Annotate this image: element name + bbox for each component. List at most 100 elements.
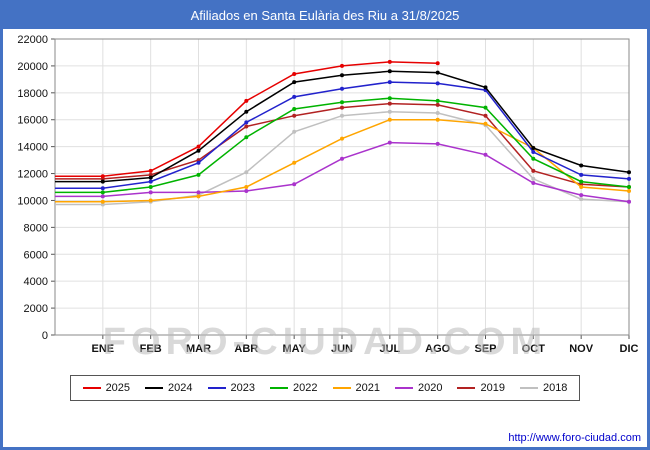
legend-swatch-2025 — [82, 387, 101, 389]
svg-text:14000: 14000 — [17, 142, 48, 154]
legend-label-2023: 2023 — [230, 382, 256, 394]
series-2025-point — [387, 59, 392, 64]
series-2024-point — [292, 80, 297, 85]
series-2025-point — [435, 61, 440, 66]
svg-text:JUL: JUL — [379, 343, 400, 355]
series-2022-point — [244, 135, 249, 140]
svg-text:2000: 2000 — [24, 303, 48, 315]
series-2020-point — [531, 181, 536, 185]
series-2024-point — [531, 146, 536, 150]
series-2023-point — [627, 176, 631, 181]
svg-text:JUN: JUN — [331, 343, 353, 355]
series-2021-point — [196, 194, 201, 199]
svg-text:AGO: AGO — [425, 343, 451, 355]
legend-item-2020: 2020 — [394, 382, 443, 394]
legend-label-2021: 2021 — [355, 382, 380, 394]
series-2022-point — [196, 172, 201, 177]
legend: 2025 2024 2023 2022 2021 2020 2019 2018 — [69, 375, 581, 401]
svg-text:6000: 6000 — [24, 249, 48, 261]
series-2025-point — [148, 168, 153, 173]
svg-text:8000: 8000 — [24, 222, 48, 234]
series-2019-point — [244, 124, 249, 129]
svg-text:12000: 12000 — [17, 169, 48, 181]
series-2022-point — [531, 156, 536, 161]
svg-text:NOV: NOV — [569, 343, 594, 355]
series-2021-point — [435, 117, 440, 122]
series-2020-point — [100, 194, 105, 199]
svg-text:16000: 16000 — [17, 115, 48, 127]
series-2018-point — [531, 176, 536, 181]
series-2020-point — [387, 140, 392, 145]
series-2021-point — [387, 117, 392, 122]
series-2021-point — [244, 185, 249, 189]
series-2022-point — [292, 107, 297, 111]
svg-text:MAR: MAR — [186, 343, 211, 355]
series-2019-point — [435, 102, 440, 107]
series-2025-point — [100, 174, 105, 179]
series-2020-point — [435, 141, 440, 146]
series-2019-point — [483, 113, 488, 118]
svg-text:SEP: SEP — [474, 343, 496, 355]
series-2024-point — [627, 170, 631, 175]
legend-item-2023: 2023 — [207, 382, 256, 394]
series-2020-point — [196, 190, 201, 195]
series-2021-point — [292, 160, 297, 165]
footer-link[interactable]: http://www.foro-ciudad.com — [508, 432, 641, 444]
series-2025-point — [340, 63, 344, 68]
legend-swatch-2018 — [519, 387, 538, 389]
series-2024-point — [148, 175, 153, 180]
series-2022-point — [387, 96, 392, 101]
series-2020-point — [579, 193, 584, 198]
series-2022-point — [435, 98, 440, 103]
legend-swatch-2021 — [332, 387, 351, 389]
series-2019-point — [531, 168, 536, 173]
series-2023-point — [579, 172, 584, 177]
svg-text:OCT: OCT — [522, 343, 546, 355]
legend-item-2019: 2019 — [457, 382, 505, 394]
series-2019-point — [387, 101, 392, 106]
legend-swatch-2019 — [457, 387, 476, 389]
legend-swatch-2024 — [145, 387, 164, 389]
series-2018-point — [387, 109, 392, 114]
line-chart: 0 2000 4000 6000 8000 10000 12000 14000 16000 180… — [17, 34, 639, 355]
series-2024-point — [483, 85, 488, 90]
series-2021-point — [483, 121, 488, 126]
series-2025-point — [196, 144, 201, 149]
series-2020-point — [627, 199, 631, 204]
legend-label-2018: 2018 — [542, 382, 568, 394]
series-2022-point — [579, 179, 584, 184]
svg-text:DIC: DIC — [620, 343, 639, 355]
series-2018-point — [292, 129, 297, 134]
series-2024-point — [435, 70, 440, 75]
series-2022-point — [100, 190, 105, 195]
series-2024-point — [100, 179, 105, 184]
series-2021-point — [627, 189, 631, 193]
svg-text:0: 0 — [42, 330, 48, 342]
series-2018-point — [244, 170, 249, 175]
series-2018-point — [340, 113, 344, 118]
series-2020-point — [148, 190, 153, 195]
svg-text:20000: 20000 — [17, 61, 48, 73]
footer: http://www.foro-ciudad.com — [508, 432, 641, 444]
svg-text:ABR: ABR — [234, 343, 258, 355]
legend-label-2020: 2020 — [417, 382, 443, 394]
series-2023-point — [387, 80, 392, 85]
series-2022-point — [148, 185, 153, 189]
series-2023-point — [100, 186, 105, 191]
series-2021-point — [579, 185, 584, 189]
series-2020-point — [340, 156, 344, 161]
series-2020-point — [292, 182, 297, 187]
series-2023-point — [292, 94, 297, 99]
legend-swatch-2020 — [394, 387, 413, 389]
series-2023-point — [148, 179, 153, 184]
legend-item-2025: 2025 — [82, 382, 130, 394]
svg-text:10000: 10000 — [17, 195, 48, 207]
series-2022-point — [627, 185, 631, 189]
series-2023-point — [531, 150, 536, 154]
chart-title: Afiliados en Santa Eulària des Riu a 31/… — [3, 3, 647, 29]
series-2023-point — [196, 160, 201, 165]
series-2019-point — [292, 113, 297, 118]
legend-swatch-2022 — [270, 387, 289, 389]
series-2023-point — [244, 120, 249, 125]
svg-text:4000: 4000 — [24, 276, 48, 288]
